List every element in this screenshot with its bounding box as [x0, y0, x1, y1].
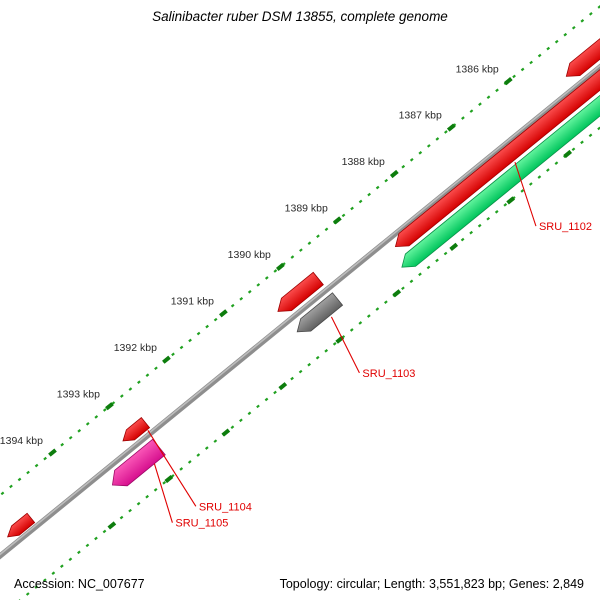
major-tick-mark: [162, 355, 171, 364]
major-tick-mark: [392, 289, 402, 298]
gene-label-sru-1105[interactable]: SRU_1105: [175, 518, 228, 530]
major-tick-mark: [449, 242, 459, 251]
tick-label: 1387 kbp: [399, 110, 442, 122]
genome-backbone-highlight: [0, 23, 600, 600]
major-tick-mark: [107, 521, 117, 530]
gene-label-leader: [330, 316, 360, 374]
tick-label: 1386 kbp: [456, 63, 499, 75]
major-tick-mark: [563, 149, 573, 159]
major-tick-mark: [446, 123, 456, 132]
gene-feature-bottom-left[interactable]: [4, 512, 36, 541]
gene-label-leader: [153, 463, 173, 523]
genome-backbone: [0, 23, 600, 600]
tick-label: 1391 kbp: [171, 295, 214, 307]
major-tick-mark: [332, 216, 342, 225]
major-tick-mark: [503, 77, 513, 86]
gene-label-leader: [147, 430, 197, 507]
major-tick-mark: [48, 448, 57, 457]
status-summary: Topology: circular; Length: 3,551,823 bp…: [279, 577, 584, 591]
gene-sru-1102-match[interactable]: [397, 80, 600, 274]
gene-label-leader: [514, 161, 537, 227]
gene-feature-mid-upper[interactable]: [273, 271, 324, 317]
major-tick-mark: [506, 196, 516, 205]
major-tick-mark: [219, 309, 228, 318]
tick-label: 1390 kbp: [228, 249, 271, 261]
tick-label: 1393 kbp: [57, 388, 100, 400]
tick-label: 1392 kbp: [114, 342, 157, 354]
gene-sru-1104[interactable]: [119, 417, 151, 446]
status-accession: Accession: NC_007677: [14, 577, 145, 591]
gene-label-sru-1103[interactable]: SRU_1103: [362, 368, 415, 380]
major-tick-mark: [276, 262, 285, 271]
tick-label: 1389 kbp: [285, 203, 328, 215]
major-tick-mark: [389, 169, 399, 179]
gene-label-sru-1102[interactable]: SRU_1102: [539, 221, 592, 233]
tick-label: 1394 kbp: [0, 435, 43, 447]
major-tick-mark: [164, 474, 174, 484]
page-title: Salinibacter ruber DSM 13855, complete g…: [152, 9, 448, 24]
major-tick-mark: [278, 382, 288, 391]
tick-label: 1388 kbp: [342, 156, 385, 168]
gene-label-sru-1104[interactable]: SRU_1104: [199, 501, 252, 513]
gene-feature-top-right[interactable]: [561, 31, 600, 82]
major-tick-mark: [105, 402, 114, 411]
major-tick-mark: [221, 428, 231, 437]
gene-sru-1102[interactable]: [390, 65, 600, 253]
gene-sru-1103[interactable]: [292, 292, 344, 338]
